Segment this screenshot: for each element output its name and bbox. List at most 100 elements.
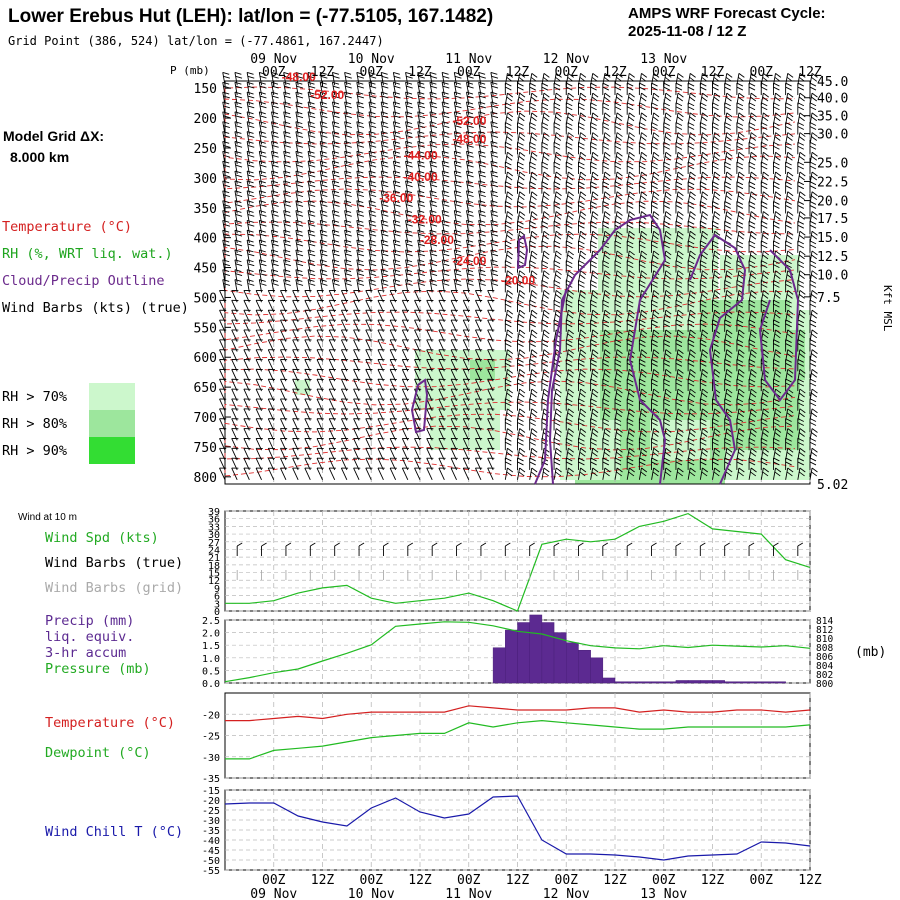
barb-flag <box>295 190 303 194</box>
barb-flag <box>304 368 312 371</box>
barb-flag <box>243 388 251 390</box>
barb-flag <box>332 71 339 75</box>
wind-barb <box>553 191 562 204</box>
barb-flag <box>344 200 352 203</box>
barb-flag <box>616 191 623 197</box>
barb-flag <box>506 234 513 240</box>
barb-flag <box>454 194 462 198</box>
barb-flag <box>283 279 291 282</box>
barb-flag <box>578 205 585 209</box>
barb-flag <box>381 259 388 263</box>
barb-flag <box>517 323 524 328</box>
barb-flag <box>381 223 389 227</box>
barb-flag <box>442 184 450 188</box>
barb-flag <box>529 398 536 403</box>
barb-flag <box>259 111 266 115</box>
barb-flag <box>368 101 376 105</box>
barb-flag <box>429 101 437 105</box>
barb-flag <box>505 122 512 126</box>
barb-flag <box>256 289 263 292</box>
barb-flag <box>507 171 514 177</box>
barb-flag <box>490 121 498 125</box>
barb-flag <box>353 289 361 292</box>
barb-flag <box>345 174 352 178</box>
wind-barb <box>541 191 550 204</box>
barb-flag <box>223 243 230 247</box>
barb-flag <box>295 121 303 125</box>
barb-flag <box>223 233 230 237</box>
barb-flag <box>418 223 425 227</box>
barb-flag <box>234 269 242 273</box>
barb-flag <box>223 214 230 217</box>
barb-flag <box>417 150 425 154</box>
barb-flag <box>591 195 598 201</box>
barb-flag <box>381 174 389 178</box>
barb-flag <box>553 102 561 107</box>
barb-flag <box>430 75 438 79</box>
barb-flag <box>235 253 243 257</box>
barb-flag <box>308 115 316 119</box>
barb-flag <box>390 467 397 469</box>
barb-flag <box>579 116 586 122</box>
barb-flag <box>393 184 401 188</box>
barb-flag <box>246 170 254 174</box>
wind-barb <box>377 467 385 481</box>
barb-flag <box>414 378 422 380</box>
barb-flag <box>231 319 239 321</box>
barb-flag <box>329 289 336 292</box>
station-title: Lower Erebus Hut (LEH): lat/lon = (-77.5… <box>8 6 493 27</box>
barb-flag <box>406 75 413 79</box>
wind-barb <box>219 467 227 481</box>
wind-barb <box>602 132 611 145</box>
barb-flag <box>418 164 425 168</box>
barb-flag <box>402 457 410 459</box>
barb-flag <box>479 174 486 178</box>
barb-flag <box>296 144 304 148</box>
barb-flag <box>304 289 312 292</box>
barb-flag <box>393 223 401 227</box>
barb-flag <box>283 269 291 273</box>
barb-flag <box>246 160 254 164</box>
barb-flag <box>381 160 388 164</box>
barb-flag <box>478 170 486 174</box>
barb-flag <box>345 233 352 237</box>
temperature-contour <box>224 413 796 433</box>
barb-flag <box>505 437 512 442</box>
barb-flag <box>393 170 400 174</box>
barb-flag <box>341 428 349 430</box>
barb-flag <box>284 125 291 128</box>
barb-flag <box>369 263 377 267</box>
barb-flag <box>341 408 349 410</box>
barb-flag <box>369 95 377 99</box>
barb-flag <box>271 190 279 194</box>
barb-flag <box>369 154 377 158</box>
barb-flag <box>393 75 401 79</box>
barb-flag <box>591 274 598 279</box>
barb-flag <box>247 194 255 198</box>
barb-flag <box>393 131 400 134</box>
barb-flag <box>430 204 438 207</box>
barb-flag <box>320 150 327 154</box>
barb-flag <box>246 259 254 263</box>
barb-flag <box>368 249 376 253</box>
barb-flag <box>519 408 526 414</box>
barb-flag <box>517 437 524 442</box>
barb-flag <box>308 135 316 138</box>
barb-flag <box>271 131 279 134</box>
barb-flag <box>541 323 549 328</box>
barb-flag <box>418 243 425 247</box>
barb-flag <box>580 211 587 216</box>
barb-flag <box>332 75 340 79</box>
barb-flag <box>567 234 574 240</box>
barb-flag <box>292 329 300 331</box>
barb-flag <box>296 243 304 247</box>
barb-flag <box>243 418 251 420</box>
barb-flag <box>353 339 361 341</box>
barb-flag <box>304 359 312 361</box>
barb-flag <box>542 215 549 220</box>
barb-flag <box>478 81 486 85</box>
barb-flag <box>344 190 352 194</box>
barb-flag <box>320 204 328 207</box>
barb-flag <box>329 388 336 390</box>
barb-flag <box>259 200 266 203</box>
